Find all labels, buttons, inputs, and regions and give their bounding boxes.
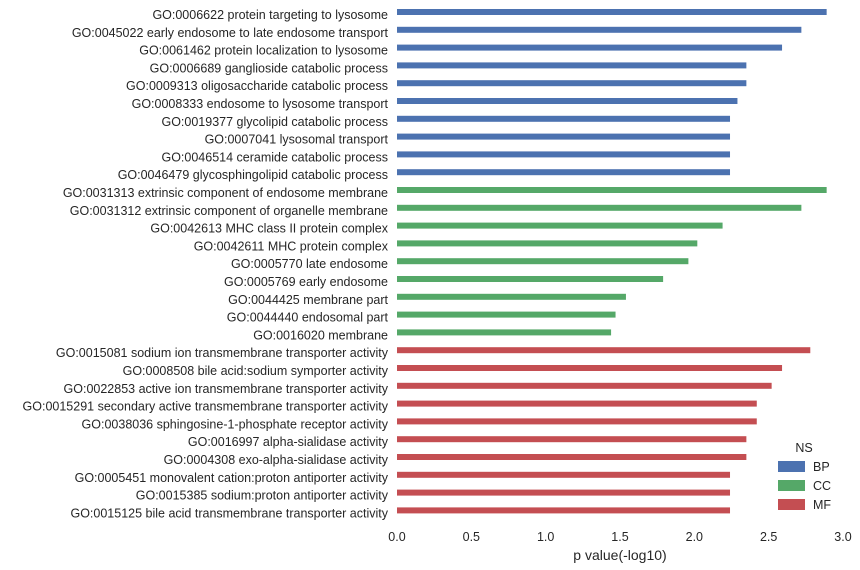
bar-bp xyxy=(397,133,731,140)
x-tick-label: 1.0 xyxy=(537,530,554,544)
category-label: GO:0042613 MHC class II protein complex xyxy=(150,222,388,236)
bar-bp xyxy=(397,151,731,158)
bar-bp xyxy=(397,26,802,33)
legend-label-cc: CC xyxy=(813,479,831,493)
legend-swatch-bp xyxy=(778,461,805,472)
category-label: GO:0015385 sodium:proton antiporter acti… xyxy=(136,489,389,503)
legend-swatch-cc xyxy=(778,480,805,491)
bar-bp xyxy=(397,44,783,51)
category-label: GO:0046514 ceramide catabolic process xyxy=(161,150,388,164)
x-tick-label: 1.5 xyxy=(611,530,628,544)
legend: NS BP CC MF xyxy=(778,441,831,512)
bar-mf xyxy=(397,507,731,514)
bar-bp xyxy=(397,9,827,15)
bar-bp xyxy=(397,169,731,176)
category-label: GO:0042611 MHC protein complex xyxy=(194,239,389,253)
category-label: GO:0019377 glycolipid catabolic process xyxy=(161,115,388,129)
legend-label-mf: MF xyxy=(813,498,831,512)
legend-title: NS xyxy=(795,441,812,455)
category-label: GO:0061462 protein localization to lysos… xyxy=(139,44,388,58)
bar-cc xyxy=(397,276,664,282)
category-label: GO:0016997 alpha-sialidase activity xyxy=(188,435,389,449)
bar-mf xyxy=(397,382,772,389)
category-label: GO:0015125 bile acid transmembrane trans… xyxy=(70,506,388,520)
category-label: GO:0031312 extrinsic component of organe… xyxy=(70,204,388,218)
bar-mf xyxy=(397,365,783,371)
bar-cc xyxy=(397,258,689,265)
x-tick-label: 3.0 xyxy=(834,530,851,544)
category-labels: GO:0006622 protein targeting to lysosome… xyxy=(23,8,389,520)
category-label: GO:0005770 late endosome xyxy=(231,257,388,271)
bar-cc xyxy=(397,311,616,318)
bar-cc xyxy=(397,329,612,336)
x-tick-label: 0.0 xyxy=(388,530,405,544)
category-label: GO:0046479 glycosphingolipid catabolic p… xyxy=(118,168,388,182)
x-tick-label: 2.5 xyxy=(760,530,777,544)
bar-cc xyxy=(397,187,827,193)
category-label: GO:0005769 early endosome xyxy=(224,275,388,289)
bar-cc xyxy=(397,240,698,247)
bar-cc xyxy=(397,204,802,211)
category-label: GO:0016020 membrane xyxy=(253,328,388,342)
category-label: GO:0007041 lysosomal transport xyxy=(205,133,389,147)
category-label: GO:0038036 sphingosine-1-phosphate recep… xyxy=(82,417,389,431)
bar-mf xyxy=(397,347,811,354)
category-label: GO:0004308 exo-alpha-sialidase activity xyxy=(164,453,389,467)
bar-mf xyxy=(397,436,747,443)
legend-label-bp: BP xyxy=(813,460,830,474)
bar-mf xyxy=(397,489,731,496)
category-label: GO:0015291 secondary active transmembran… xyxy=(23,400,389,414)
category-label: GO:0015081 sodium ion transmembrane tran… xyxy=(56,346,389,360)
category-label: GO:0031313 extrinsic component of endoso… xyxy=(63,186,388,200)
category-label: GO:0009313 oligosaccharide catabolic pro… xyxy=(126,79,388,93)
bar-bp xyxy=(397,80,747,87)
category-label: GO:0044440 endosomal part xyxy=(227,311,389,325)
x-axis-ticks: 0.0 0.5 1.0 1.5 2.0 2.5 3.0 xyxy=(388,530,851,544)
bar-mf xyxy=(397,454,747,460)
category-label: GO:0006622 protein targeting to lysosome xyxy=(152,8,388,22)
bar-cc xyxy=(397,222,723,229)
category-label: GO:0045022 early endosome to late endoso… xyxy=(72,26,389,40)
bar-bp xyxy=(397,98,738,104)
bar-bp xyxy=(397,62,747,69)
category-label: GO:0008333 endosome to lysosome transpor… xyxy=(132,97,389,111)
x-tick-label: 2.0 xyxy=(686,530,703,544)
x-axis-title: p value(-log10) xyxy=(573,547,666,563)
bar-mf xyxy=(397,471,731,478)
x-tick-label: 0.5 xyxy=(463,530,480,544)
bars xyxy=(397,9,827,514)
category-label: GO:0044425 membrane part xyxy=(228,293,388,307)
category-label: GO:0022853 active ion transmembrane tran… xyxy=(64,382,389,396)
category-label: GO:0005451 monovalent cation:proton anti… xyxy=(75,471,389,485)
bar-bp xyxy=(397,115,731,122)
bar-cc xyxy=(397,293,626,300)
category-label: GO:0008508 bile acid:sodium symporter ac… xyxy=(123,364,389,378)
legend-swatch-mf xyxy=(778,499,805,510)
category-label: GO:0006689 ganglioside catabolic process xyxy=(150,61,388,75)
bar-mf xyxy=(397,400,757,407)
bar-mf xyxy=(397,418,757,425)
